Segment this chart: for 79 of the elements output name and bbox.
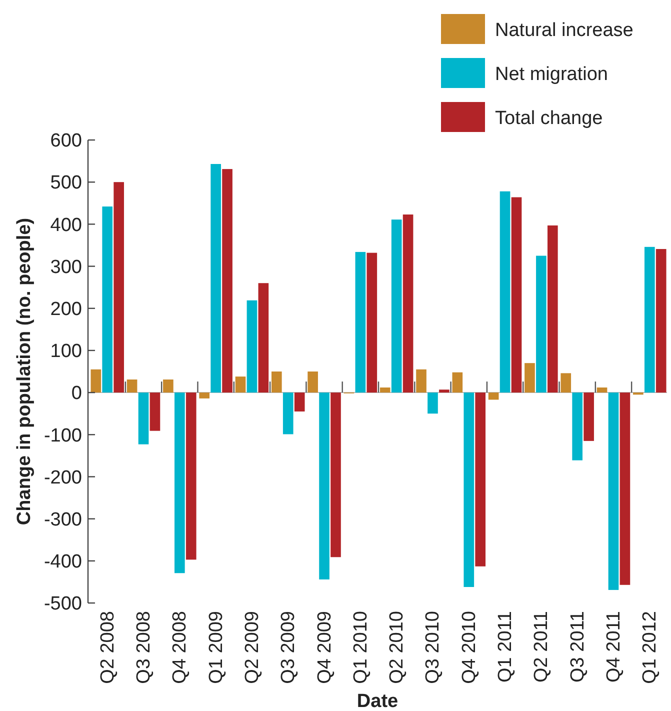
bar bbox=[163, 379, 174, 393]
y-tick-label: 400 bbox=[50, 214, 82, 236]
bar bbox=[150, 392, 160, 431]
x-tick-label: Q1 2009 bbox=[206, 611, 227, 684]
y-tick-label: -200 bbox=[44, 467, 82, 488]
bar bbox=[656, 249, 666, 393]
bar bbox=[584, 392, 594, 441]
y-tick-label: 600 bbox=[50, 130, 82, 152]
y-axis-title: Change in population (no. people) bbox=[14, 218, 35, 526]
bar bbox=[391, 220, 402, 393]
bar bbox=[464, 392, 474, 588]
x-tick-label: Q3 2010 bbox=[422, 611, 444, 684]
x-tick-label: Q4 2008 bbox=[170, 611, 191, 684]
bar bbox=[536, 256, 546, 393]
bar bbox=[416, 369, 426, 393]
bar bbox=[511, 197, 522, 393]
bar bbox=[282, 392, 294, 434]
bar bbox=[308, 372, 318, 393]
bar bbox=[174, 392, 185, 574]
x-tick-label: Q4 2011 bbox=[603, 611, 624, 682]
bar bbox=[402, 214, 414, 393]
bar bbox=[319, 392, 330, 580]
bar bbox=[524, 363, 535, 393]
bar bbox=[186, 392, 196, 560]
x-tick-label: Q3 2009 bbox=[278, 611, 300, 684]
y-tick-label: 200 bbox=[50, 299, 82, 320]
legend-label: Total change bbox=[495, 108, 603, 129]
bar bbox=[572, 392, 582, 460]
bar bbox=[547, 225, 558, 393]
x-axis-title: Date bbox=[356, 691, 398, 711]
x-tick-label: Q2 2009 bbox=[242, 611, 263, 684]
y-tick-label: -400 bbox=[44, 552, 82, 573]
bar bbox=[90, 369, 102, 393]
bar bbox=[102, 206, 113, 393]
x-tick-label: Q3 2011 bbox=[567, 611, 588, 682]
bar bbox=[330, 392, 341, 558]
bar bbox=[138, 392, 149, 444]
bar bbox=[452, 372, 463, 393]
bar bbox=[366, 252, 378, 393]
bar bbox=[210, 164, 221, 393]
x-tick-label: Q3 2008 bbox=[134, 611, 155, 684]
bar bbox=[620, 392, 630, 585]
y-tick-label: 0 bbox=[71, 383, 82, 404]
bar bbox=[246, 300, 258, 393]
bar bbox=[608, 392, 619, 590]
bar bbox=[488, 392, 499, 400]
bar bbox=[560, 373, 572, 393]
y-tick-label: 100 bbox=[50, 341, 82, 362]
bar bbox=[199, 392, 210, 398]
y-tick-label: -300 bbox=[44, 509, 82, 530]
y-tick-label: -100 bbox=[44, 425, 82, 446]
bar bbox=[114, 182, 124, 393]
x-tick-label: Q4 2009 bbox=[314, 611, 336, 684]
bar bbox=[294, 392, 305, 412]
legend-label: Natural increase bbox=[495, 20, 634, 41]
bar bbox=[439, 390, 450, 393]
bar bbox=[428, 392, 438, 414]
bar bbox=[380, 387, 390, 393]
x-tick-label: Q1 2011 bbox=[495, 611, 516, 682]
bar bbox=[644, 246, 655, 393]
bar bbox=[355, 252, 366, 393]
legend-label: Net migration bbox=[495, 64, 608, 85]
x-tick-label: Q2 2010 bbox=[386, 611, 408, 684]
bar bbox=[500, 191, 510, 393]
x-tick-label: Q4 2010 bbox=[458, 611, 480, 684]
bar bbox=[235, 376, 246, 393]
x-tick-label: Q1 2010 bbox=[350, 611, 372, 684]
bar bbox=[596, 387, 608, 393]
y-tick-label: -500 bbox=[44, 594, 82, 615]
bar bbox=[258, 283, 269, 393]
y-tick-label: 500 bbox=[50, 172, 82, 194]
x-tick-label: Q2 2011 bbox=[531, 611, 552, 682]
y-tick-label: 300 bbox=[50, 256, 82, 278]
x-tick-label: Q2 2008 bbox=[97, 611, 118, 684]
x-tick-label: Q1 2012 bbox=[640, 611, 661, 684]
bar bbox=[271, 372, 282, 393]
bar bbox=[475, 392, 486, 566]
bar bbox=[126, 379, 138, 393]
bar bbox=[222, 169, 232, 393]
